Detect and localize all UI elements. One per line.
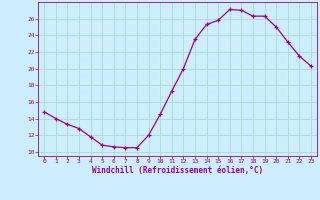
X-axis label: Windchill (Refroidissement éolien,°C): Windchill (Refroidissement éolien,°C) <box>92 166 263 175</box>
